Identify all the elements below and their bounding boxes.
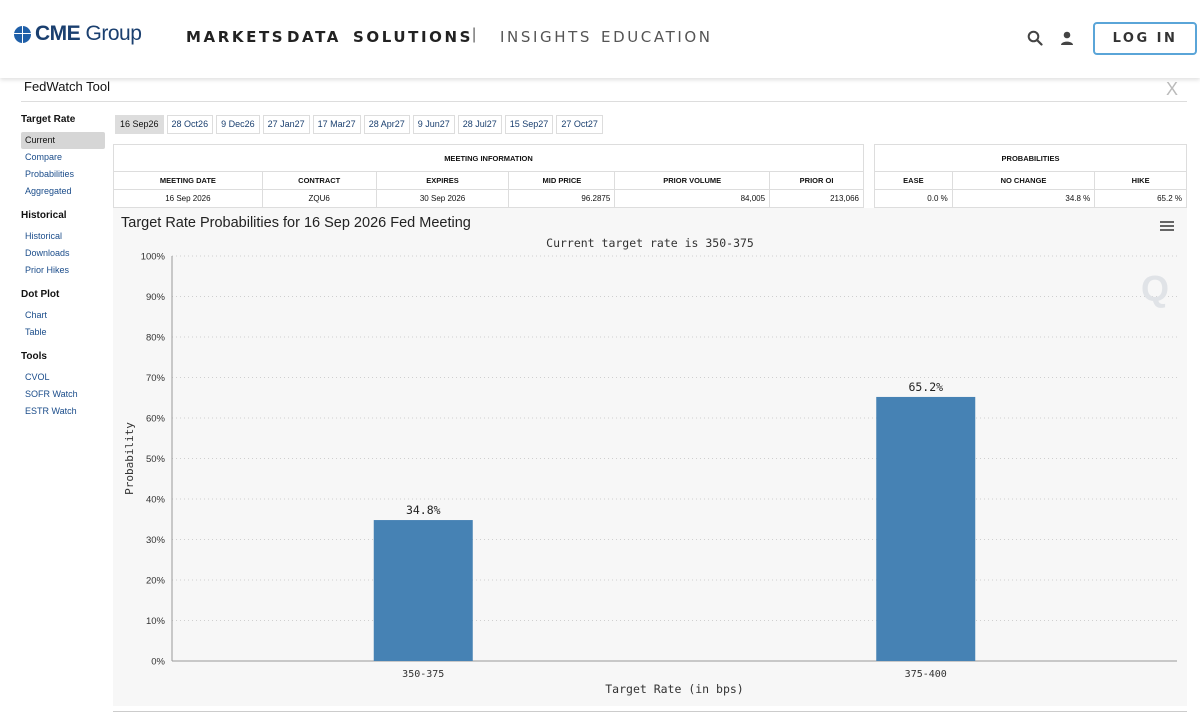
y-tick-label: 60% <box>146 414 166 425</box>
y-tick-label: 100% <box>141 252 166 263</box>
globe-icon <box>14 25 31 43</box>
table-caption: PROBABILITIES <box>874 144 1187 172</box>
sidebar-item-downloads[interactable]: Downloads <box>25 248 70 258</box>
tool-title: FedWatch Tool <box>24 79 110 94</box>
y-tick-label: 30% <box>146 535 166 546</box>
sidebar-section-dot-plot: Dot Plot <box>21 289 60 300</box>
sidebar: Target Rate Current Compare Probabilitie… <box>21 114 105 420</box>
table-cell: 0.0 % <box>874 189 953 208</box>
watermark-icon: Q <box>1141 268 1170 309</box>
column-header: MID PRICE <box>508 171 616 190</box>
date-tab[interactable]: 28 Oct26 <box>166 115 214 134</box>
sidebar-item-historical[interactable]: Historical <box>25 231 63 241</box>
x-axis-label: Target Rate (in bps) <box>605 682 743 696</box>
divider <box>21 101 1187 102</box>
sidebar-item-prior-hikes[interactable]: Prior Hikes <box>25 265 70 275</box>
chart-title: Target Rate Probabilities for 16 Sep 202… <box>121 215 471 231</box>
sidebar-item-compare[interactable]: Compare <box>25 152 63 162</box>
date-tab[interactable]: 28 Apr27 <box>363 115 410 134</box>
date-tab[interactable]: 9 Dec26 <box>216 115 260 134</box>
meeting-date-tabs: 16 Sep26 28 Oct26 9 Dec26 27 Jan27 17 Ma… <box>115 115 603 134</box>
y-axis-label: Probability <box>123 422 136 495</box>
sidebar-section-target-rate: Target Rate <box>21 114 76 125</box>
table-cell: 96.2875 <box>508 189 616 208</box>
sidebar-item-table[interactable]: Table <box>25 327 47 337</box>
column-header: MEETING DATE <box>113 171 263 190</box>
menu-icon[interactable] <box>1160 220 1174 232</box>
sidebar-item-sofr-watch[interactable]: SOFR Watch <box>25 389 78 399</box>
date-tab[interactable]: 17 Mar27 <box>312 115 361 134</box>
close-icon[interactable]: X <box>1166 79 1179 99</box>
nav-insights[interactable]: INSIGHTS <box>500 28 592 46</box>
table-caption: MEETING INFORMATION <box>113 144 864 172</box>
table-cell: ZQU6 <box>261 189 377 208</box>
y-tick-label: 40% <box>146 495 166 506</box>
top-navigation: CME Group MARKETS DATA SOLUTIONS | INSIG… <box>0 0 1200 78</box>
column-header: HIKE <box>1094 171 1187 190</box>
date-tab[interactable]: 27 Oct27 <box>556 115 603 134</box>
column-header: NO CHANGE <box>951 171 1096 190</box>
column-header: PRIOR VOLUME <box>614 171 771 190</box>
sidebar-item-chart[interactable]: Chart <box>25 310 48 320</box>
column-header: PRIOR OI <box>769 171 864 190</box>
y-tick-label: 20% <box>146 576 166 587</box>
date-tab[interactable]: 27 Jan27 <box>262 115 310 134</box>
table-row: 0.0 % 34.8 % 65.2 % <box>874 189 1187 208</box>
sidebar-item-aggregated[interactable]: Aggregated <box>25 186 72 196</box>
date-tab[interactable]: 15 Sep27 <box>504 115 554 134</box>
sidebar-item-estr-watch[interactable]: ESTR Watch <box>25 406 77 416</box>
table-cell: 213,066 <box>769 189 864 208</box>
y-tick-label: 90% <box>146 292 166 303</box>
table-cell: 65.2 % <box>1094 189 1187 208</box>
nav-solutions[interactable]: SOLUTIONS <box>353 28 474 46</box>
y-tick-label: 80% <box>146 333 166 344</box>
chart-bar <box>876 396 976 661</box>
sidebar-section-tools: Tools <box>21 351 47 362</box>
date-tab[interactable]: 16 Sep26 <box>115 115 164 134</box>
y-tick-label: 70% <box>146 373 166 384</box>
column-header: CONTRACT <box>261 171 377 190</box>
log-in-button[interactable]: LOG IN <box>1093 22 1197 55</box>
y-tick-label: 50% <box>146 454 166 465</box>
column-header: EASE <box>874 171 953 190</box>
nav-education[interactable]: EDUCATION <box>601 28 713 46</box>
nav-markets[interactable]: MARKETS <box>186 28 286 46</box>
user-icon[interactable] <box>1059 30 1075 46</box>
date-tab[interactable]: 28 Jul27 <box>457 115 502 134</box>
x-tick-label: 350-375 <box>402 669 444 680</box>
search-icon[interactable] <box>1027 30 1043 46</box>
table-cell: 16 Sep 2026 <box>113 189 263 208</box>
probabilities-table: PROBABILITIES EASE NO CHANGE HIKE 0.0 % … <box>874 144 1187 208</box>
divider <box>113 711 1187 712</box>
data-label: 34.8% <box>406 503 441 517</box>
y-tick-label: 0% <box>151 657 165 668</box>
sidebar-item-current[interactable]: Current <box>21 132 105 149</box>
table-row: 16 Sep 2026 ZQU6 30 Sep 2026 96.2875 84,… <box>113 189 864 208</box>
cme-group-logo[interactable]: CME Group <box>14 22 142 46</box>
nav-separator: | <box>472 26 477 43</box>
table-cell: 84,005 <box>614 189 771 208</box>
chart-subtitle: Current target rate is 350-375 <box>546 236 754 250</box>
nav-data[interactable]: DATA <box>287 28 341 46</box>
chart-bar <box>373 520 473 661</box>
x-tick-label: 375-400 <box>905 669 947 680</box>
logo-text: CME Group <box>35 22 142 45</box>
sidebar-item-cvol[interactable]: CVOL <box>25 372 50 382</box>
chart-panel: 0% 10% 20% 30% 40% 50% 60% 70% 80% 90% 100% 34.8% 35… <box>113 208 1187 706</box>
data-label: 65.2% <box>908 380 943 394</box>
y-tick-label: 10% <box>146 616 166 627</box>
column-header: EXPIRES <box>375 171 510 190</box>
meeting-information-table: MEETING INFORMATION MEETING DATE CONTRAC… <box>113 144 864 208</box>
table-cell: 34.8 % <box>951 189 1096 208</box>
sidebar-section-historical: Historical <box>21 210 67 221</box>
table-cell: 30 Sep 2026 <box>375 189 510 208</box>
bar-chart: 0% 10% 20% 30% 40% 50% 60% 70% 80% 90% 100% 34.8% 35… <box>123 252 1177 696</box>
date-tab[interactable]: 9 Jun27 <box>412 115 455 134</box>
sidebar-item-probabilities[interactable]: Probabilities <box>25 169 75 179</box>
